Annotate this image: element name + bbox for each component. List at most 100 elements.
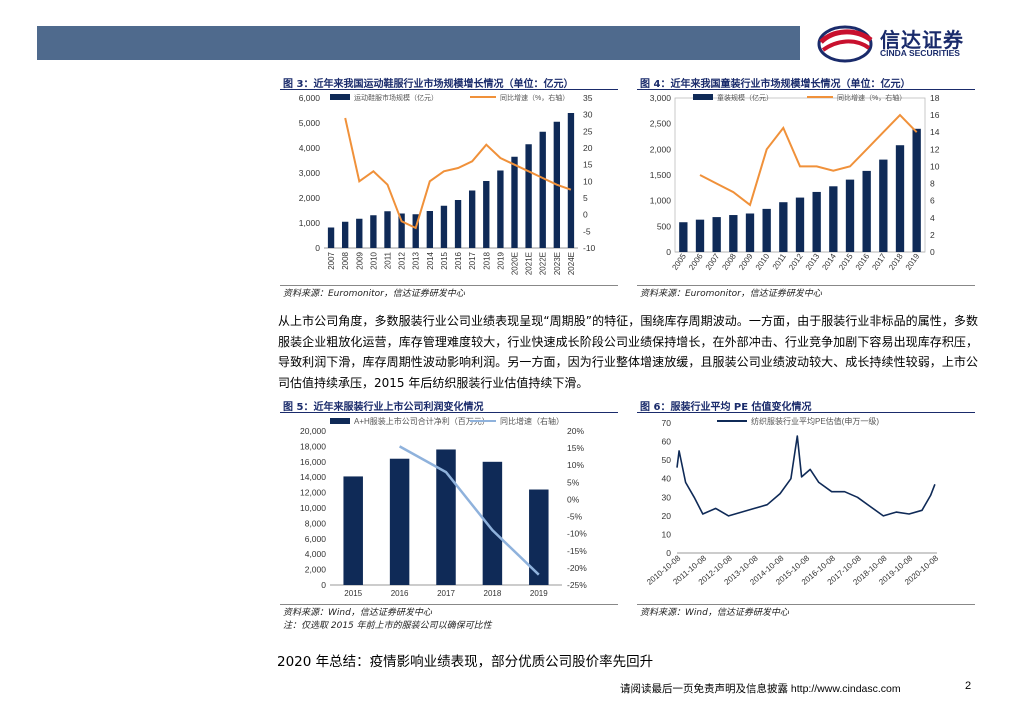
bar [454,200,462,248]
y-right-tick-label: 35 [583,93,593,103]
y-left-tick-label: 1,000 [299,218,321,228]
legend-bar-swatch [330,94,350,100]
y-tick-label: 70 [662,418,672,428]
bar [829,186,838,252]
figure5-source: 资料来源：Wind，信达证券研发中心 [283,608,432,618]
bar [440,205,448,248]
x-tick-label: 2014 [820,252,838,272]
y-right-tick-label: 12 [930,144,940,154]
bar [895,145,905,252]
y-right-tick-label: 25 [583,126,593,136]
y-right-tick-label: 8 [930,179,935,189]
x-tick-label: 2017 [870,252,888,272]
y-right-tick-label: -10 [583,243,596,253]
y-right-tick-label: -25% [567,580,587,590]
x-tick-label: 2009 [737,252,755,272]
legend-line-label: 纺织服装行业平均PE估值(申万一级) [751,416,879,426]
y-right-tick-label: 10% [567,460,584,470]
y-right-tick-label: 15% [567,443,584,453]
bar [426,211,434,248]
bar [389,458,410,585]
x-tick-label: 2019 [496,251,505,269]
y-tick-label: 50 [662,455,672,465]
legend-line-label: 同比增速（右轴） [500,416,564,426]
y-left-tick-label: 1,500 [650,170,672,180]
y-left-tick-label: 12,000 [300,488,326,498]
y-right-tick-label: 4 [930,213,935,223]
figure5-rule [280,412,618,413]
bar [795,197,805,252]
y-right-tick-label: 0% [567,494,580,504]
bar [779,202,788,252]
x-tick-label: 2007 [327,251,336,269]
x-tick-label: 2013 [804,252,822,272]
bar [745,213,755,252]
x-tick-label: 2013 [412,251,421,269]
legend-line-label: 同比增速（%，右轴） [500,93,569,102]
y-left-tick-label: 4,000 [305,549,327,559]
bar [412,214,419,248]
y-left-tick-label: 16,000 [300,457,326,467]
x-tick-label: 2018 [887,252,905,272]
y-tick-label: 60 [662,437,672,447]
figure3-chart: 0 1,000 2,000 3,000 4,000 5,000 6,000 -10 -5 0 5 10… [299,93,596,275]
bar [525,144,532,248]
bar [436,449,456,585]
y-right-tick-label: 5 [583,193,588,203]
y-left-tick-label: 0 [666,247,671,257]
y-tick-label: 20 [662,511,672,521]
x-tick-label: 2018 [484,589,502,598]
y-left-tick-label: 2,500 [650,119,672,129]
brand-name-cn: 信达证券 [880,28,964,52]
x-tick-label: 2010 [754,252,772,272]
y-right-tick-label: -15% [567,546,587,556]
x-tick-label: 2018 [482,251,491,269]
x-tick-label: 2016 [854,252,872,272]
growth-line [344,117,572,230]
figure4-source: 资料来源：Euromonitor，信达证券研发中心 [640,289,822,299]
x-tick-label: 2011 [384,251,393,269]
y-right-tick-label: 6 [930,196,935,206]
x-tick-label: 2017 [437,589,455,598]
bar [398,213,405,248]
x-tick-label: 2015 [344,589,362,598]
y-right-tick-label: -10% [567,529,587,539]
bar [679,222,688,252]
x-tick-label: 2019 [904,252,922,272]
brand-name-en: CINDA SECURITIES [880,48,960,58]
y-right-tick-label: -5% [567,512,583,522]
y-left-tick-label: 1,000 [650,196,672,206]
x-tick-label: 2024E [567,252,576,275]
legend-bar-label: 运动鞋服市场规模（亿元） [354,93,438,102]
x-tick-label: 2023E [553,252,562,275]
bar [511,156,518,248]
bar [483,181,490,248]
y-right-tick-label: 2 [930,230,935,240]
figure4-bottom-rule [637,285,975,286]
y-right-tick-label: -20% [567,563,587,573]
y-right-tick-label: 14 [930,127,940,137]
y-left-tick-label: 2,000 [299,193,321,203]
legend-line-label: 同比增速（%，右轴） [837,93,906,102]
y-tick-label: 0 [666,548,671,558]
x-tick-label: 2009 [355,251,364,269]
y-left-tick-label: 0 [315,243,320,253]
cinda-logo-icon [817,25,873,63]
legend-bar-label: 童装规模（亿元） [717,93,773,102]
y-left-tick-label: 18,000 [300,441,326,451]
x-tick-label: 2019 [530,589,548,598]
y-left-tick-label: 6,000 [299,93,321,103]
x-tick-label: 2016 [391,589,409,598]
x-tick-label: 2021E [525,252,534,275]
y-right-tick-label: 30 [583,110,593,120]
bar [879,159,888,252]
x-tick-label: 2007 [704,252,722,272]
y-tick-label: 10 [662,529,672,539]
bar [370,215,377,248]
y-left-tick-label: 0 [321,580,326,590]
figure3-rule [280,89,618,90]
y-right-tick-label: -5 [583,226,591,236]
x-tick-label: 2011 [771,252,789,272]
bar [343,476,363,585]
y-left-tick-label: 3,000 [299,168,321,178]
